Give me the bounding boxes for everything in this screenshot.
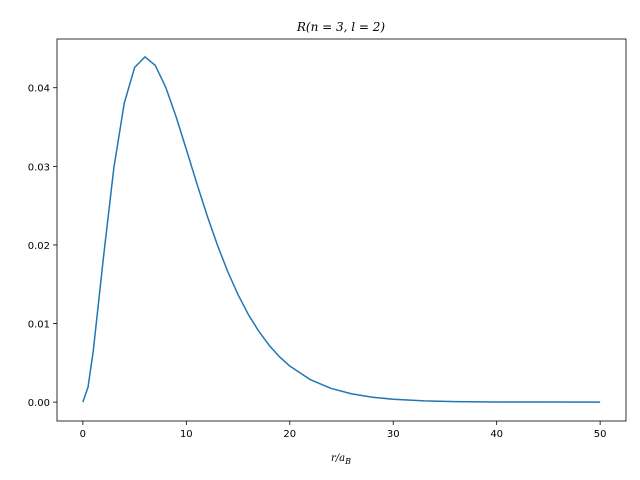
x-label-sub: B [344, 457, 351, 466]
x-tick-label: 40 [490, 429, 503, 440]
x-tick-label: 10 [180, 429, 193, 440]
chart-title: R(n = 3, l = 2) [296, 20, 386, 34]
x-tick-label: 30 [387, 429, 400, 440]
x-tick-label: 50 [594, 429, 607, 440]
y-tick-label: 0.01 [28, 320, 50, 331]
y-tick-label: 0.04 [28, 84, 50, 95]
x-tick-label: 0 [80, 429, 86, 440]
x-axis-label: r/aB [331, 453, 351, 466]
y-tick-label: 0.00 [28, 398, 50, 409]
plot-frame [56, 38, 627, 422]
line-series [82, 56, 601, 403]
x-label-main: r/a [331, 453, 345, 464]
x-tick-label: 20 [283, 429, 296, 440]
y-tick-label: 0.02 [28, 241, 50, 252]
y-tick-label: 0.03 [28, 162, 50, 173]
